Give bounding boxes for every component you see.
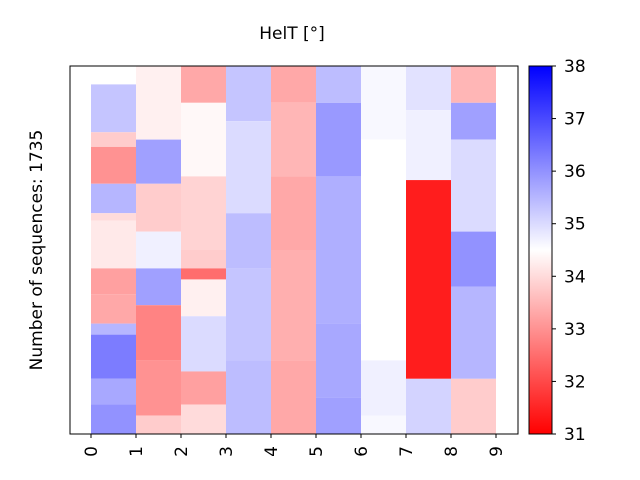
heatmap-cell-col2-seg8	[181, 404, 226, 434]
heatmap-cell-col8-seg2	[451, 139, 496, 232]
x-tick-label-6: 6	[352, 446, 372, 457]
heatmap-cell-col2-seg2	[181, 176, 226, 250]
colorbar-tick-label-36: 36	[564, 162, 586, 182]
heatmap-cell-col4-seg0	[271, 66, 316, 103]
colorbar-tick-label-31: 31	[564, 425, 586, 445]
heatmap-cell-col1-seg2	[136, 183, 181, 232]
x-tick-label-5: 5	[307, 446, 327, 457]
heatmap-cell-col3-seg3	[226, 268, 271, 361]
heatmap-cell-col0-seg0	[91, 66, 136, 85]
heatmap-cell-col3-seg2	[226, 213, 271, 269]
heatmap-cell-col1-seg7	[136, 415, 181, 434]
colorbar-tick-label-38: 38	[564, 57, 586, 77]
heatmap-cell-col0-seg7	[91, 268, 136, 295]
heatmap-cell-col8-seg0	[451, 66, 496, 103]
heatmap-cell-col6-seg3	[361, 415, 406, 434]
heatmap-cell-col3-seg0	[226, 66, 271, 122]
heatmap-cell-col4-seg1	[271, 102, 316, 177]
heatmap-cell-col0-seg2	[91, 132, 136, 147]
heatmap-cell-col2-seg1	[181, 102, 226, 177]
colorbar-tick-label-32: 32	[564, 372, 586, 392]
heatmap-cell-col2-seg3	[181, 250, 226, 269]
x-tick-label-2: 2	[172, 446, 192, 457]
heatmap-cell-col0-seg4	[91, 183, 136, 214]
x-tick-label-1: 1	[127, 446, 147, 457]
heatmap-cell-col2-seg5	[181, 279, 226, 317]
x-tick-label-8: 8	[442, 446, 462, 457]
heatmap-cell-col4-seg3	[271, 250, 316, 361]
heatmap-cell-col0-seg10	[91, 334, 136, 379]
y-axis-label: Number of sequences: 1735	[27, 130, 47, 371]
heatmap-cell-col7-seg2	[406, 180, 451, 379]
heatmap-cell-col0-seg11	[91, 378, 136, 405]
heatmap-cell-col1-seg1	[136, 139, 181, 184]
x-axis-ticks: 0 1 2 3 4 5 6 7 8 9	[82, 434, 507, 457]
heatmap-cell-col6-seg2	[361, 360, 406, 416]
colorbar-ticks: 31 32 33 34 35 36 37 38	[552, 57, 586, 445]
x-tick-label-7: 7	[397, 446, 417, 457]
heatmap-cell-col8-seg5	[451, 378, 496, 434]
heatmap-cell-col3-seg1	[226, 121, 271, 214]
heatmap-cell-col5-seg4	[316, 397, 361, 434]
heatmap-cell-col8-seg1	[451, 102, 496, 140]
colorbar	[528, 65, 553, 435]
heatmap-cell-col7-seg0	[406, 66, 451, 111]
x-tick-label-0: 0	[82, 446, 102, 457]
heatmap-cell-col1-seg5	[136, 305, 181, 361]
heatmap-cell-col0-seg1	[91, 84, 136, 133]
heatmap-cell-col1-seg4	[136, 268, 181, 306]
chart-title: HelT [°]	[259, 24, 325, 44]
colorbar-tick-label-33: 33	[564, 320, 586, 340]
heatmap-cell-col5-seg2	[316, 176, 361, 324]
heatmap-cell-col5-seg0	[316, 66, 361, 103]
heatmap-cell-col0-seg8	[91, 294, 136, 324]
heatmap-cell-col0-seg3	[91, 146, 136, 184]
heatmap-cell-col6-seg1	[361, 139, 406, 361]
heatmap-cell-col5-seg3	[316, 323, 361, 398]
heatmap-cell-col1-seg3	[136, 231, 181, 269]
colorbar-tick-label-34: 34	[564, 267, 586, 287]
heatmap-cell-col7-seg1	[406, 110, 451, 181]
heatmap-cells	[91, 66, 541, 434]
heatmap-cell-col1-seg6	[136, 360, 181, 416]
plot-frame	[69, 65, 519, 435]
heatmap-cell-col8-seg3	[451, 231, 496, 287]
x-tick-label-9: 9	[487, 446, 507, 457]
heatmap-cell-col8-seg4	[451, 286, 496, 379]
heatmap-cell-col0-seg5	[91, 213, 136, 221]
heatmap-cell-col3-seg4	[226, 360, 271, 434]
heatmap-cell-col7-seg3	[406, 378, 451, 434]
heatmap-cell-col2-seg0	[181, 66, 226, 103]
heatmap-cell-col2-seg4	[181, 268, 226, 280]
heatmap-cell-col4-seg2	[271, 176, 316, 250]
colorbar-tick-label-37: 37	[564, 110, 586, 130]
heatmap-cell-col4-seg4	[271, 360, 316, 434]
colorbar-tick-label-35: 35	[564, 215, 586, 235]
heatmap-cell-col1-seg0	[136, 66, 181, 140]
heatmap-cell-col0-seg12	[91, 404, 136, 434]
x-tick-label-3: 3	[217, 446, 237, 457]
heatmap-cell-col6-seg0	[361, 66, 406, 140]
x-tick-label-4: 4	[262, 446, 282, 457]
heatmap-cell-col0-seg6	[91, 220, 136, 269]
heatmap-cell-col0-seg9	[91, 323, 136, 335]
heatmap-cell-col2-seg7	[181, 371, 226, 405]
heatmap-cell-col2-seg6	[181, 316, 226, 372]
heatmap-cell-col5-seg1	[316, 102, 361, 177]
